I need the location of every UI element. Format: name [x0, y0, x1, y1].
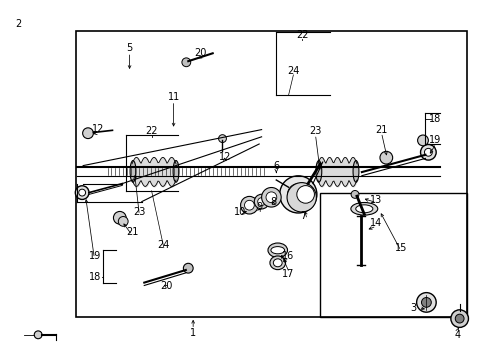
- Circle shape: [244, 200, 254, 210]
- Circle shape: [265, 192, 276, 203]
- Ellipse shape: [315, 161, 321, 182]
- Circle shape: [34, 331, 42, 339]
- Text: 22: 22: [295, 30, 308, 40]
- Circle shape: [450, 310, 468, 327]
- Text: 23: 23: [133, 207, 145, 217]
- Circle shape: [82, 128, 93, 139]
- Ellipse shape: [355, 205, 372, 213]
- Ellipse shape: [350, 202, 377, 215]
- Text: 7: 7: [300, 211, 305, 221]
- Text: 23: 23: [308, 126, 321, 136]
- Text: 6: 6: [273, 161, 279, 171]
- Ellipse shape: [173, 161, 179, 182]
- Circle shape: [75, 186, 89, 199]
- Text: 2: 2: [16, 19, 21, 30]
- Bar: [76, 31, 466, 317]
- Text: 21: 21: [125, 227, 138, 237]
- Text: 12: 12: [91, 124, 104, 134]
- Text: 8: 8: [270, 197, 276, 207]
- Circle shape: [118, 216, 128, 226]
- Text: 17: 17: [282, 269, 294, 279]
- Text: 19: 19: [428, 135, 441, 145]
- Text: 24: 24: [157, 240, 170, 250]
- Bar: [320, 193, 466, 317]
- Text: 15: 15: [394, 243, 407, 253]
- Circle shape: [182, 58, 190, 67]
- Text: 20: 20: [194, 48, 206, 58]
- Circle shape: [240, 197, 258, 214]
- Circle shape: [286, 183, 316, 212]
- Circle shape: [454, 314, 463, 323]
- Circle shape: [254, 194, 268, 209]
- Text: 18: 18: [89, 272, 102, 282]
- Circle shape: [279, 176, 316, 213]
- Ellipse shape: [267, 243, 287, 257]
- Circle shape: [257, 198, 265, 206]
- Circle shape: [79, 189, 85, 196]
- Circle shape: [421, 297, 430, 307]
- Text: 21: 21: [374, 125, 387, 135]
- Ellipse shape: [130, 161, 136, 182]
- Circle shape: [183, 263, 193, 273]
- Circle shape: [287, 184, 308, 205]
- Text: 11: 11: [167, 92, 180, 102]
- Text: 14: 14: [369, 218, 382, 228]
- Circle shape: [424, 148, 431, 156]
- Ellipse shape: [269, 256, 285, 270]
- Text: 18: 18: [428, 114, 441, 124]
- Circle shape: [416, 293, 435, 312]
- Circle shape: [218, 135, 226, 143]
- Text: 12: 12: [218, 152, 231, 162]
- Circle shape: [296, 186, 314, 203]
- Text: 10: 10: [233, 207, 245, 217]
- Circle shape: [420, 144, 435, 160]
- Text: 3: 3: [409, 303, 415, 313]
- Text: 1: 1: [190, 328, 196, 338]
- Circle shape: [350, 190, 358, 198]
- Circle shape: [379, 151, 392, 164]
- Ellipse shape: [270, 247, 284, 254]
- Text: 19: 19: [89, 251, 102, 261]
- Circle shape: [113, 211, 126, 224]
- Text: 4: 4: [453, 330, 459, 340]
- Circle shape: [417, 135, 427, 146]
- Text: 22: 22: [145, 126, 158, 136]
- Ellipse shape: [352, 161, 358, 182]
- Text: 24: 24: [286, 66, 299, 76]
- Ellipse shape: [273, 259, 282, 267]
- Circle shape: [261, 188, 281, 207]
- Text: 13: 13: [369, 195, 382, 205]
- Text: 20: 20: [160, 281, 172, 291]
- Text: 9: 9: [256, 202, 262, 212]
- Text: 5: 5: [126, 42, 132, 53]
- Text: 16: 16: [282, 251, 294, 261]
